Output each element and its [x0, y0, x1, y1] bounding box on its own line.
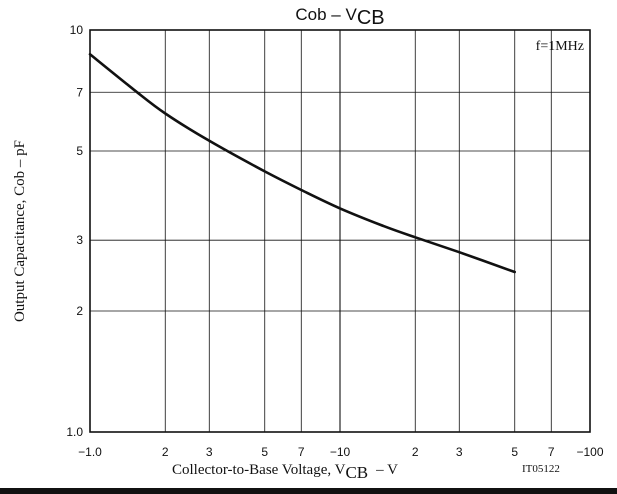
- plot-frame: [89, 29, 591, 433]
- x-tick-label: 2: [412, 445, 419, 459]
- y-tick-label: 3: [76, 233, 83, 247]
- y-tick-label: 10: [70, 23, 84, 37]
- x-tick-label: 7: [548, 445, 555, 459]
- x-tick-label: 3: [456, 445, 463, 459]
- cob-curve: [88, 53, 516, 274]
- frequency-annotation: f=1MHz: [536, 39, 584, 54]
- series: [88, 53, 516, 274]
- x-tick-label: 7: [298, 445, 305, 459]
- figure-id: IT05122: [522, 463, 560, 475]
- x-tick-label: 5: [511, 445, 518, 459]
- x-tick-label: −10: [330, 445, 351, 459]
- x-axis-label: Collector-to-Base Voltage, VCB – V: [172, 462, 398, 482]
- y-axis-label: Output Capacitance, Cob – pF: [12, 140, 28, 322]
- x-tick-label: 5: [261, 445, 268, 459]
- y-tick-label: 1.0: [66, 425, 83, 439]
- grid: [90, 30, 590, 432]
- x-tick-label: 3: [206, 445, 213, 459]
- x-tick-label: −100: [576, 445, 603, 459]
- tick-labels: −1.0 2 3 5 7 −10 2 3 5 7 −100 1.0 2 3 5 7 10: [66, 23, 604, 459]
- chart-title: Cob – VCB: [295, 5, 384, 29]
- x-tick-label: 2: [162, 445, 169, 459]
- bottom-rule: [0, 488, 617, 494]
- y-tick-label: 7: [76, 85, 83, 99]
- y-tick-label: 5: [76, 144, 83, 158]
- x-tick-label: −1.0: [78, 445, 102, 459]
- y-tick-label: 2: [76, 304, 83, 318]
